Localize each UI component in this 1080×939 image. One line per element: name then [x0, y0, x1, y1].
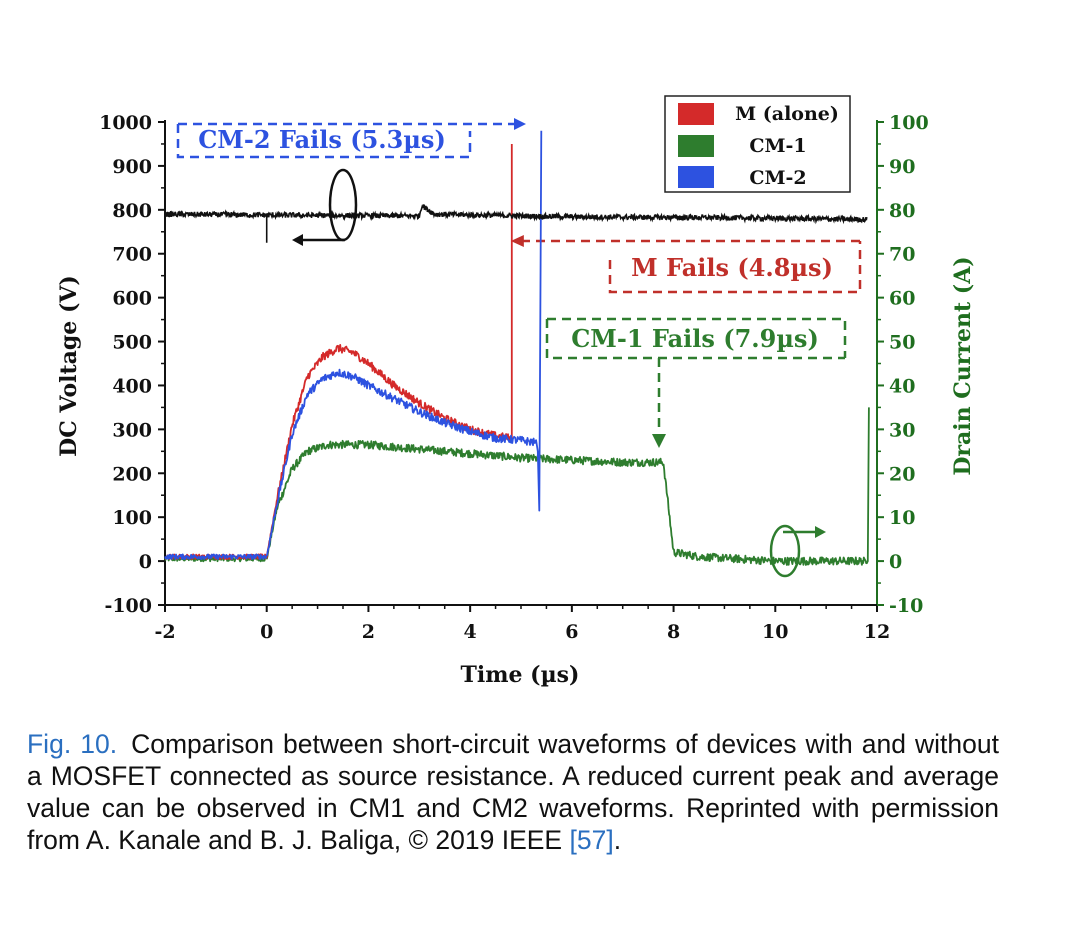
y-tick-label-right: 30 — [889, 419, 915, 441]
annotation-cm2-fails: CM-2 Fails (5.3µs) — [198, 125, 446, 154]
current-axis-arrow-head — [815, 526, 826, 538]
current-series-line — [164, 130, 543, 560]
x-tick-label: 2 — [362, 621, 375, 643]
annotation-cm1-fails: CM-1 Fails (7.9µs) — [571, 324, 819, 353]
ticks-layer: -2 0 2 4 6 8 10 1210009008007006005004003002001… — [99, 112, 929, 643]
voltage-axis-arrow-head — [292, 234, 303, 246]
y-tick-label-left: 500 — [112, 332, 152, 354]
y-tick-label-right: 50 — [889, 332, 915, 354]
caption-reference-link[interactable]: [57] — [569, 825, 614, 855]
y-tick-label-left: 800 — [112, 200, 152, 222]
annotation-boxes — [176, 118, 862, 448]
y-tick-label-left: 0 — [139, 551, 152, 573]
x-tick-label: -2 — [154, 621, 175, 643]
y-tick-label-left: 300 — [112, 419, 152, 441]
y-tick-label-right: 80 — [889, 200, 915, 222]
y-tick-label-left: 200 — [112, 463, 152, 485]
voltage-axis-indicator — [292, 168, 358, 246]
current-axis-indicator — [769, 524, 826, 578]
y-axis-title-left: DC Voltage (V) — [56, 275, 82, 457]
y-tick-label-right: 0 — [889, 551, 902, 573]
cm1-annotation-box — [545, 317, 847, 360]
cm2-annotation-box — [176, 122, 518, 159]
x-tick-label: 4 — [464, 621, 477, 643]
y-tick-label-left: 400 — [112, 375, 152, 397]
y-tick-label-left: 100 — [112, 507, 152, 529]
m-annotation-arrowhead — [510, 235, 524, 247]
y-tick-label-left: 1000 — [99, 112, 152, 134]
legend-label-cm-1: CM-1 — [749, 135, 806, 157]
plot-area — [165, 122, 877, 605]
legend-swatch-m-alone — [678, 103, 714, 125]
y-tick-label-left: 600 — [112, 288, 152, 310]
legend: M (alone) CM-1 CM-2 — [664, 95, 851, 193]
series-layer — [164, 130, 870, 566]
figure-caption: Fig. 10. Comparison between short-circuit… — [27, 728, 999, 856]
current-axis-ellipse — [769, 524, 801, 578]
y-tick-label-right: 10 — [889, 507, 915, 529]
y-tick-label-left: -100 — [104, 595, 152, 617]
legend-swatch-cm-1 — [678, 135, 714, 157]
y-axis-title-right: Drain Current (A) — [950, 256, 976, 475]
x-tick-label: 0 — [260, 621, 273, 643]
y-tick-label-right: 40 — [889, 375, 915, 397]
x-tick-label: 6 — [565, 621, 578, 643]
y-tick-label-right: 90 — [889, 156, 915, 178]
caption-figure-label: Fig. 10. — [27, 729, 118, 759]
y-tick-label-right: 70 — [889, 244, 915, 266]
legend-label-cm-2: CM-2 — [749, 167, 806, 189]
y-tick-label-right: 60 — [889, 288, 915, 310]
y-tick-label-left: 900 — [112, 156, 152, 178]
legend-label-m-alone: M (alone) — [735, 103, 839, 125]
voltage-series-line — [164, 203, 868, 225]
cm1-annotation-arrowhead — [652, 434, 666, 448]
current-series-line — [164, 407, 870, 566]
caption-text: Comparison between short-circuit wavefor… — [27, 729, 999, 855]
y-tick-label-right: 20 — [889, 463, 915, 485]
x-tick-label: 12 — [864, 621, 890, 643]
caption-end: . — [613, 825, 622, 855]
voltage-layer — [164, 203, 868, 243]
waveform-chart: -2 0 2 4 6 8 10 1210009008007006005004003002001… — [56, 95, 976, 688]
m-annotation-box — [522, 239, 862, 294]
y-tick-label-right: 100 — [889, 112, 929, 134]
x-axis-title: Time (µs) — [461, 662, 580, 688]
legend-swatch-cm-2 — [678, 166, 714, 188]
annotation-m-fails: M Fails (4.8µs) — [631, 253, 833, 282]
x-tick-label: 10 — [762, 621, 788, 643]
y-tick-label-left: 700 — [112, 244, 152, 266]
cm2-annotation-arrowhead — [514, 118, 526, 130]
x-tick-label: 8 — [667, 621, 680, 643]
y-tick-label-right: -10 — [889, 595, 923, 617]
